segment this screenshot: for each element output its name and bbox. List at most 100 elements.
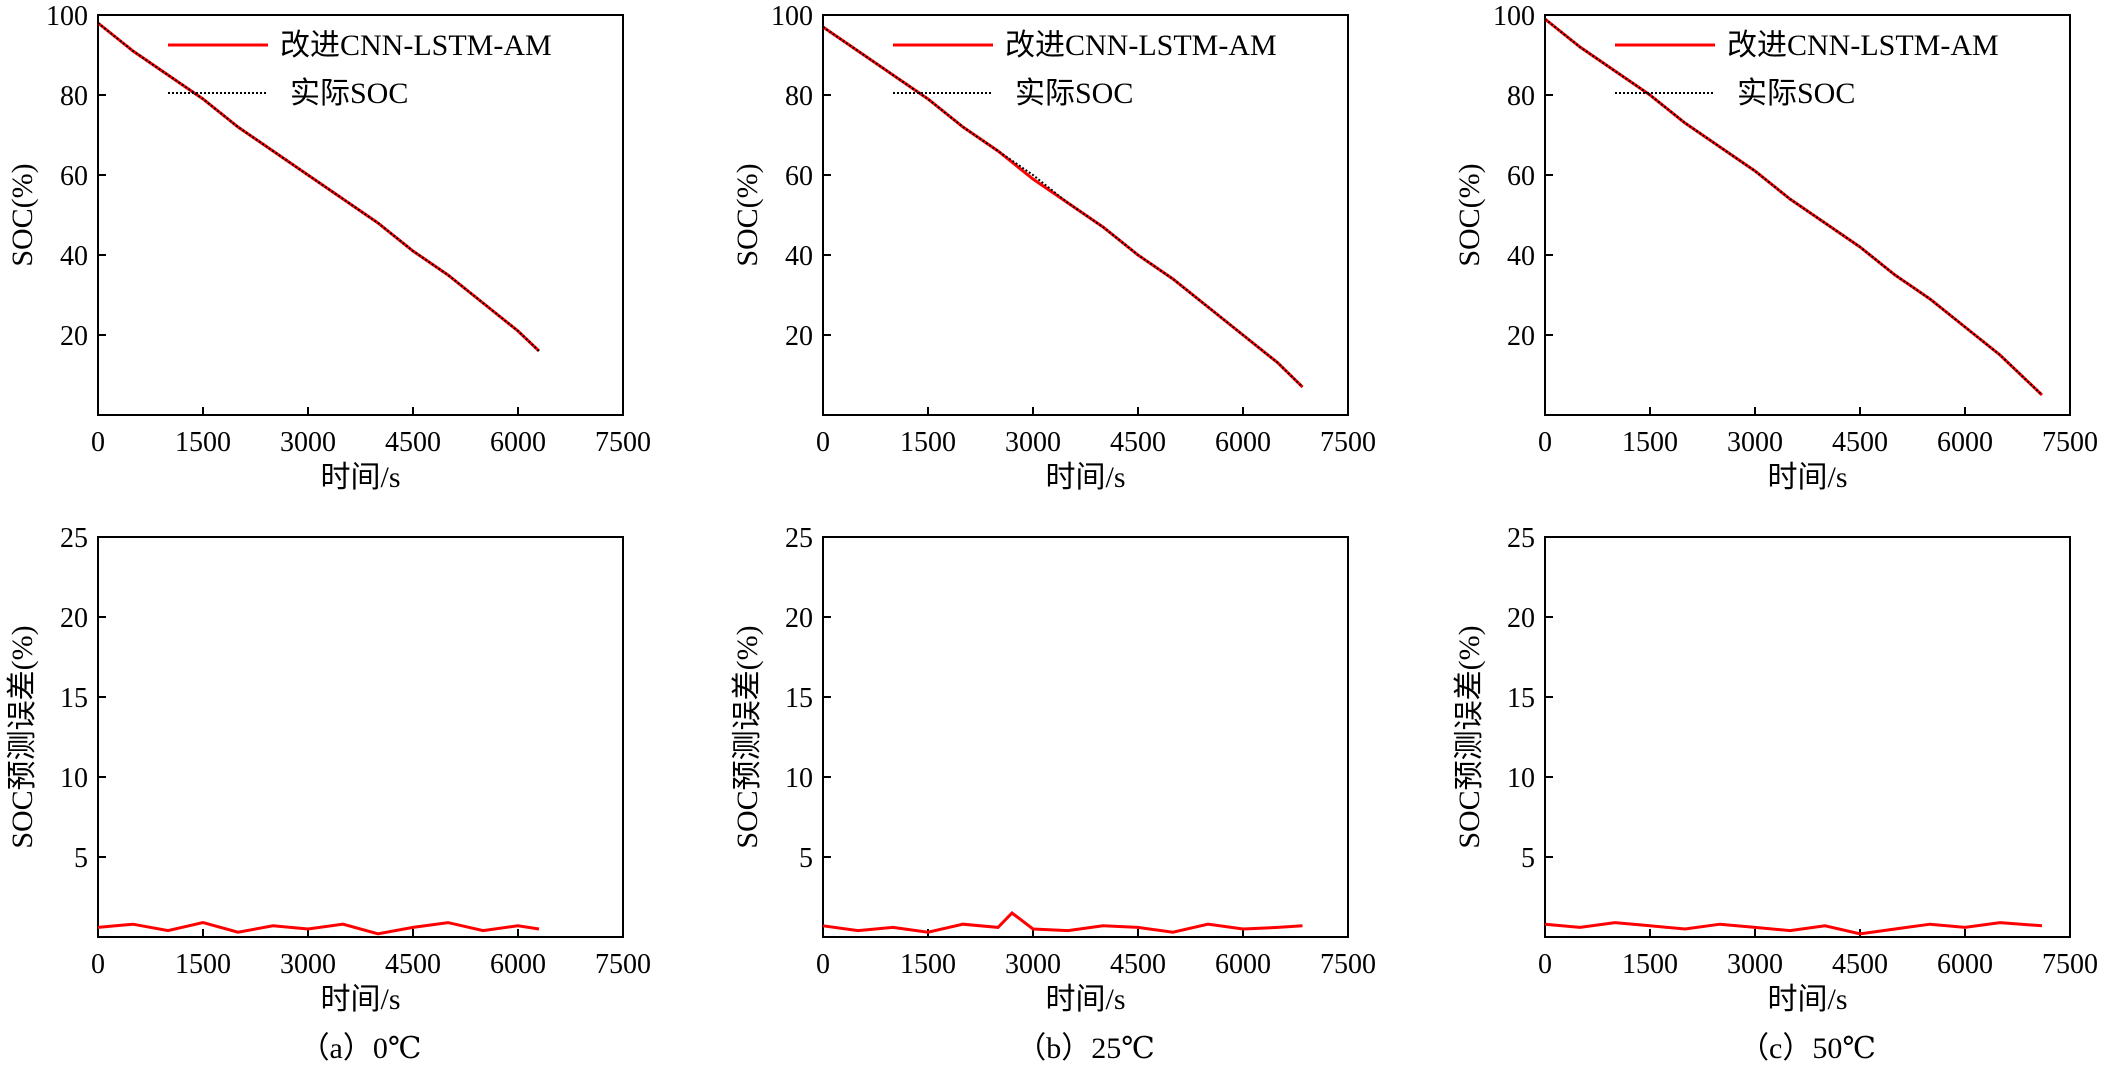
- x-tick-label: 1500: [1622, 427, 1678, 458]
- chart-panel-b-soc: 0 1500 3000 4500 6000 7500 20 40 60 80 100 时间/s SOC(…: [731, 1, 1376, 494]
- x-tick-label: 7500: [1320, 427, 1376, 458]
- x-tick-label: 1500: [1622, 949, 1678, 980]
- y-tick-label: 40: [1507, 241, 1535, 272]
- y-tick-label: 20: [1507, 321, 1535, 352]
- plot-frame: [822, 536, 1349, 938]
- x-tick-label: 7500: [595, 427, 651, 458]
- series-line-prediction: [97, 21, 541, 353]
- y-tick-label: 100: [771, 1, 813, 32]
- legend: 改进CNN-LSTM-AM 实际SOC: [1615, 29, 1999, 110]
- y-tick-label: 80: [785, 81, 813, 112]
- y-tick-label: 25: [1507, 523, 1535, 554]
- x-tick-label: 3000: [1005, 427, 1061, 458]
- chart-panel-b-error: 0 1500 3000 4500 6000 7500 5 10 15 20 25 时间/s SOC预测误…: [731, 523, 1376, 1016]
- plot-frame: [1544, 14, 2071, 416]
- y-axis-label: SOC(%): [1453, 163, 1486, 266]
- series-line-prediction: [97, 921, 540, 936]
- legend: 改进CNN-LSTM-AM 实际SOC: [168, 29, 552, 110]
- y-tick-label: 20: [60, 321, 88, 352]
- y-tick-label: 20: [60, 603, 88, 634]
- series-line-actual-soc: [1544, 18, 2043, 396]
- series-line-prediction: [1544, 921, 2043, 936]
- y-tick-label: 15: [1507, 683, 1535, 714]
- x-tick-label: 1500: [175, 949, 231, 980]
- y-tick-label: 40: [785, 241, 813, 272]
- y-tick-label: 40: [60, 241, 88, 272]
- y-tick-label: 20: [1507, 603, 1535, 634]
- chart-panel-c-error: 0 1500 3000 4500 6000 7500 5 10 15 20 25 时间/s SOC预测误…: [1453, 523, 2098, 1016]
- legend-label-actual-soc: 实际SOC: [290, 77, 408, 110]
- series-line-prediction: [822, 911, 1303, 934]
- y-tick-label: 60: [1507, 161, 1535, 192]
- x-tick-label: 7500: [595, 949, 651, 980]
- plot-frame: [97, 14, 624, 416]
- x-tick-label: 0: [1538, 427, 1552, 458]
- y-axis-label: SOC预测误差(%): [731, 625, 764, 848]
- x-tick-label: 6000: [490, 949, 546, 980]
- x-tick-label: 7500: [2042, 949, 2098, 980]
- x-tick-label: 3000: [280, 427, 336, 458]
- y-tick-label: 80: [60, 81, 88, 112]
- legend-label-actual-soc: 实际SOC: [1737, 77, 1855, 110]
- y-tick-label: 60: [785, 161, 813, 192]
- x-tick-label: 1500: [900, 949, 956, 980]
- x-tick-label: 1500: [175, 427, 231, 458]
- legend-label-prediction: 改进CNN-LSTM-AM: [1005, 29, 1277, 62]
- panel-caption: （a）0℃: [300, 1032, 422, 1065]
- legend-label-prediction: 改进CNN-LSTM-AM: [1727, 29, 1999, 62]
- y-tick-label: 15: [785, 683, 813, 714]
- chart-panel-c-soc: 0 1500 3000 4500 6000 7500 20 40 60 80 100 时间/s SOC(…: [1453, 1, 2098, 494]
- y-tick-label: 5: [1521, 843, 1535, 874]
- x-tick-label: 4500: [1110, 949, 1166, 980]
- x-tick-label: 6000: [1937, 949, 1993, 980]
- x-tick-label: 7500: [2042, 427, 2098, 458]
- x-tick-label: 4500: [1832, 427, 1888, 458]
- x-axis-label: 时间/s: [320, 983, 400, 1016]
- y-tick-label: 80: [1507, 81, 1535, 112]
- x-tick-label: 4500: [385, 949, 441, 980]
- y-tick-label: 5: [74, 843, 88, 874]
- x-tick-label: 4500: [1110, 427, 1166, 458]
- x-tick-label: 3000: [1727, 427, 1783, 458]
- chart-panel-a-soc: 0 1500 3000 4500 6000 7500 20 40 60 80 100 时间/s SOC(…: [6, 1, 651, 494]
- y-axis-label: SOC(%): [6, 163, 39, 266]
- x-tick-label: 6000: [1215, 427, 1271, 458]
- chart-panel-a-error: 0 1500 3000 4500 6000 7500 5 10 15 20 25 时间/s SOC预测误…: [6, 523, 651, 1016]
- panel-caption: （c）50℃: [1739, 1032, 1876, 1065]
- x-tick-label: 0: [816, 427, 830, 458]
- plot-frame: [97, 536, 624, 938]
- x-tick-label: 0: [1538, 949, 1552, 980]
- x-tick-label: 1500: [900, 427, 956, 458]
- x-tick-label: 3000: [1005, 949, 1061, 980]
- x-axis-label: 时间/s: [1045, 983, 1125, 1016]
- x-axis-label: 时间/s: [1767, 983, 1847, 1016]
- y-tick-label: 15: [60, 683, 88, 714]
- x-tick-label: 4500: [1832, 949, 1888, 980]
- plot-frame: [822, 14, 1349, 416]
- y-tick-label: 25: [785, 523, 813, 554]
- x-tick-label: 4500: [385, 427, 441, 458]
- x-tick-label: 0: [816, 949, 830, 980]
- series-line-actual-soc: [822, 26, 1304, 388]
- y-tick-label: 100: [1493, 1, 1535, 32]
- x-tick-label: 6000: [1215, 949, 1271, 980]
- y-axis-label: SOC预测误差(%): [1453, 625, 1486, 848]
- y-tick-label: 20: [785, 321, 813, 352]
- x-tick-label: 3000: [280, 949, 336, 980]
- x-tick-label: 3000: [1727, 949, 1783, 980]
- x-tick-label: 6000: [490, 427, 546, 458]
- y-tick-label: 5: [799, 843, 813, 874]
- y-tick-label: 60: [60, 161, 88, 192]
- y-axis-label: SOC(%): [731, 163, 764, 266]
- series-line-actual-soc: [97, 22, 540, 352]
- legend-label-actual-soc: 实际SOC: [1015, 77, 1133, 110]
- series-line-prediction: [1544, 17, 2044, 397]
- y-tick-label: 10: [785, 763, 813, 794]
- x-axis-label: 时间/s: [320, 461, 400, 494]
- y-tick-label: 25: [60, 523, 88, 554]
- x-tick-label: 7500: [1320, 949, 1376, 980]
- y-tick-label: 10: [60, 763, 88, 794]
- y-axis-label: SOC预测误差(%): [6, 625, 39, 848]
- x-axis-label: 时间/s: [1767, 461, 1847, 494]
